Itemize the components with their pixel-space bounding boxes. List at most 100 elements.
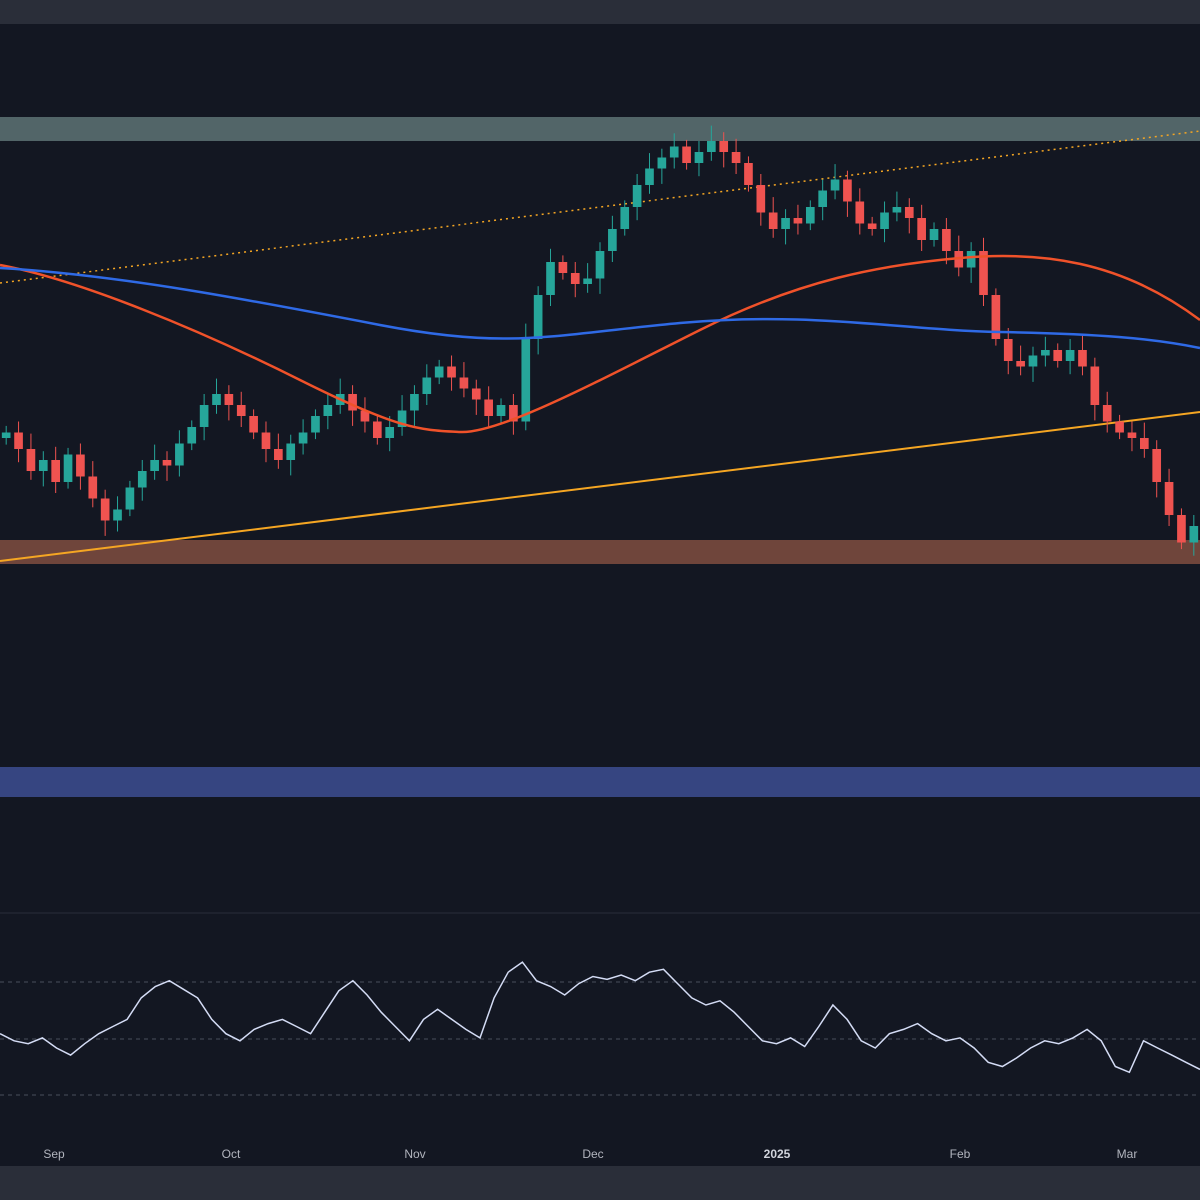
candle[interactable] (274, 433, 283, 469)
candle[interactable] (880, 201, 889, 243)
candle[interactable] (175, 430, 184, 477)
candle[interactable] (657, 148, 667, 184)
candle[interactable] (360, 397, 370, 433)
candle[interactable] (719, 132, 729, 168)
candle[interactable] (904, 198, 914, 234)
candle[interactable] (286, 434, 296, 476)
candle[interactable] (447, 355, 456, 391)
candle[interactable] (1127, 421, 1137, 452)
candle[interactable] (991, 288, 1001, 346)
candles-layer[interactable] (1, 125, 1199, 556)
candle[interactable] (768, 197, 778, 238)
candle[interactable] (26, 433, 36, 480)
candle[interactable] (212, 378, 221, 414)
candle[interactable] (707, 125, 716, 161)
candle[interactable] (1078, 334, 1087, 376)
candle[interactable] (1140, 422, 1149, 458)
candle[interactable] (434, 359, 444, 385)
candle[interactable] (1152, 440, 1162, 498)
candle[interactable] (892, 191, 902, 222)
candle[interactable] (793, 204, 803, 235)
candle[interactable] (843, 170, 852, 217)
candle[interactable] (620, 200, 630, 236)
candle[interactable] (187, 420, 197, 451)
candle[interactable] (731, 138, 741, 174)
candle[interactable] (51, 446, 60, 493)
candle[interactable] (14, 421, 23, 463)
candle[interactable] (521, 323, 531, 431)
candle[interactable] (583, 263, 592, 293)
candle[interactable] (224, 385, 234, 421)
candle[interactable] (199, 394, 209, 441)
candle[interactable] (632, 174, 642, 221)
candle[interactable] (150, 444, 159, 480)
candle[interactable] (496, 398, 506, 423)
candle[interactable] (137, 460, 147, 501)
rsi-panel[interactable] (0, 961, 1200, 1096)
candle[interactable] (694, 141, 704, 177)
candle[interactable] (323, 394, 333, 430)
candle[interactable] (484, 386, 493, 427)
candle[interactable] (595, 242, 605, 294)
candle[interactable] (533, 286, 543, 355)
candle[interactable] (249, 409, 258, 440)
candle[interactable] (422, 364, 432, 405)
candle[interactable] (1164, 468, 1174, 526)
candle[interactable] (1065, 339, 1075, 375)
candle[interactable] (1041, 336, 1050, 367)
candle[interactable] (298, 419, 308, 455)
candle[interactable] (979, 237, 988, 306)
candle[interactable] (88, 461, 98, 508)
candle[interactable] (558, 255, 568, 280)
candle[interactable] (1115, 414, 1124, 440)
candle[interactable] (38, 451, 48, 487)
candle-body (620, 207, 630, 229)
candle[interactable] (311, 409, 320, 440)
candle[interactable] (1053, 343, 1063, 368)
candle[interactable] (125, 480, 135, 517)
candle[interactable] (397, 395, 407, 436)
candle[interactable] (942, 218, 951, 265)
candle[interactable] (162, 451, 172, 481)
candle[interactable] (410, 385, 419, 426)
candle[interactable] (744, 156, 753, 192)
candle[interactable] (63, 447, 73, 489)
candle[interactable] (76, 443, 85, 490)
candle[interactable] (459, 362, 469, 398)
candle-body (880, 212, 889, 229)
candle[interactable] (1028, 346, 1038, 382)
candle[interactable] (1003, 328, 1013, 375)
candle[interactable] (781, 209, 790, 245)
candle[interactable] (471, 379, 481, 415)
candle[interactable] (385, 416, 395, 452)
candle[interactable] (805, 200, 815, 231)
candle[interactable] (1016, 345, 1025, 376)
candle[interactable] (855, 188, 865, 235)
candle[interactable] (113, 496, 122, 532)
candle[interactable] (917, 204, 926, 251)
candle[interactable] (608, 215, 617, 262)
candle[interactable] (261, 421, 271, 463)
candle[interactable] (818, 179, 828, 221)
candle[interactable] (756, 174, 766, 226)
candle[interactable] (669, 133, 679, 169)
candle[interactable] (929, 222, 939, 247)
candle[interactable] (372, 414, 382, 445)
candle[interactable] (867, 216, 877, 236)
candle[interactable] (509, 394, 518, 435)
candle[interactable] (546, 248, 555, 306)
candle[interactable] (1090, 357, 1100, 421)
candle[interactable] (1177, 508, 1186, 550)
candle[interactable] (645, 153, 654, 194)
candle[interactable] (682, 139, 691, 170)
candle[interactable] (570, 262, 580, 298)
candle[interactable] (1, 425, 11, 445)
candle[interactable] (830, 164, 840, 200)
candle[interactable] (966, 242, 976, 283)
candle[interactable] (100, 489, 110, 536)
candle[interactable] (1102, 391, 1112, 433)
rsi-line[interactable] (0, 961, 1200, 1074)
candle-body (657, 157, 667, 169)
candle[interactable] (236, 391, 246, 427)
candle[interactable] (1189, 515, 1199, 556)
